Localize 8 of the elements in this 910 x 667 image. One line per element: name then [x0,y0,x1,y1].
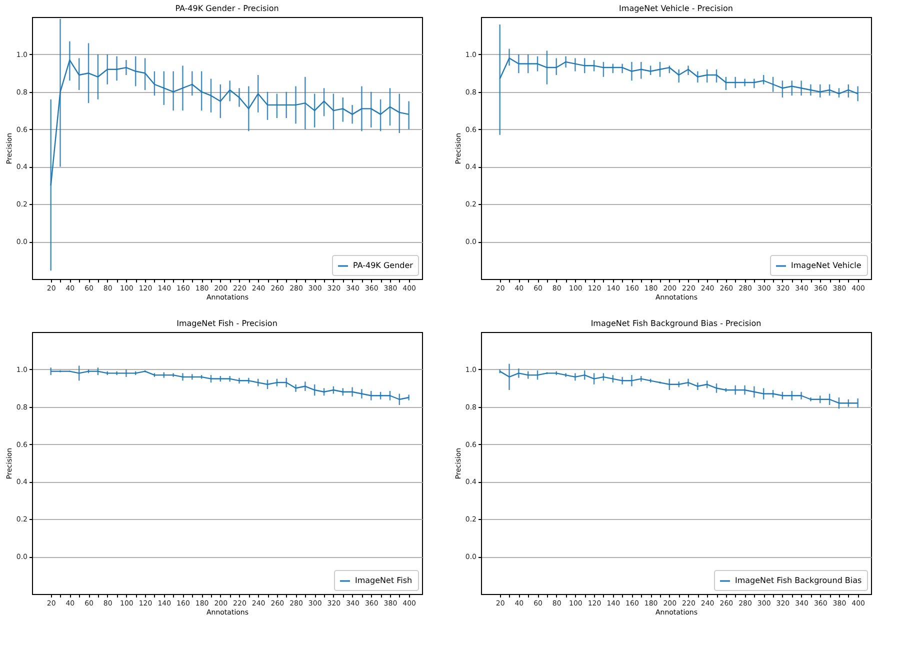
chart-title: ImageNet Vehicle - Precision [619,4,733,13]
chart-title: ImageNet Fish - Precision [176,319,278,328]
legend-label: ImageNet Vehicle [791,261,862,270]
legend-label: PA-49K Gender [353,261,414,270]
chart-title: PA-49K Gender - Precision [175,4,279,13]
legend-label: ImageNet Fish [355,576,412,585]
legend-label: ImageNet Fish Background Bias [735,576,862,585]
chart-title: ImageNet Fish Background Bias - Precision [590,319,762,328]
